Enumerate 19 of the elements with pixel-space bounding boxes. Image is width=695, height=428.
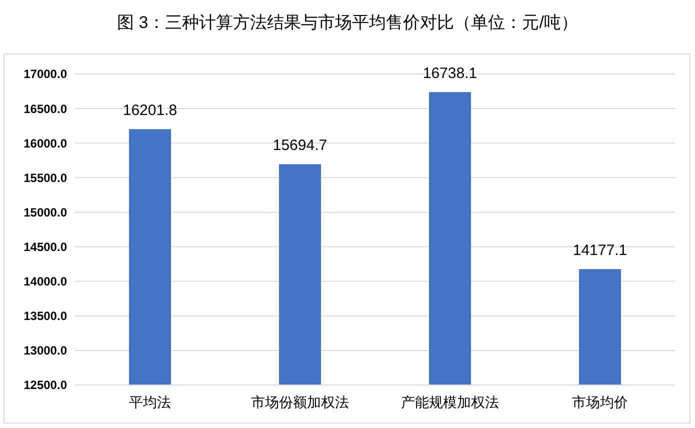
x-tick-label: 产能规模加权法 bbox=[401, 394, 499, 410]
y-tick-label: 12500.0 bbox=[24, 378, 68, 392]
x-tick-label: 市场份额加权法 bbox=[251, 394, 349, 410]
y-tick-label: 14500.0 bbox=[24, 240, 68, 254]
data-label: 15694.7 bbox=[272, 137, 328, 154]
data-label: 16738.1 bbox=[422, 65, 478, 82]
y-tick-label: 16500.0 bbox=[24, 102, 68, 116]
data-label: 14177.1 bbox=[572, 242, 628, 260]
data-label: 16201.8 bbox=[122, 102, 178, 120]
x-tick-label: 市场均价 bbox=[572, 394, 628, 410]
chart-title: 图 3：三种计算方法结果与市场平均售价对比（单位：元/吨） bbox=[117, 13, 578, 32]
y-tick-label: 14000.0 bbox=[24, 274, 68, 289]
y-tick-label: 13500.0 bbox=[24, 309, 68, 324]
x-tick-label: 平均法 bbox=[129, 394, 171, 410]
y-tick-label: 16000.0 bbox=[24, 136, 68, 150]
y-tick-label: 15500.0 bbox=[24, 170, 68, 185]
y-tick-label: 13000.0 bbox=[24, 344, 68, 358]
y-tick-label: 17000.0 bbox=[24, 67, 68, 82]
y-tick-label: 15000.0 bbox=[24, 205, 68, 220]
